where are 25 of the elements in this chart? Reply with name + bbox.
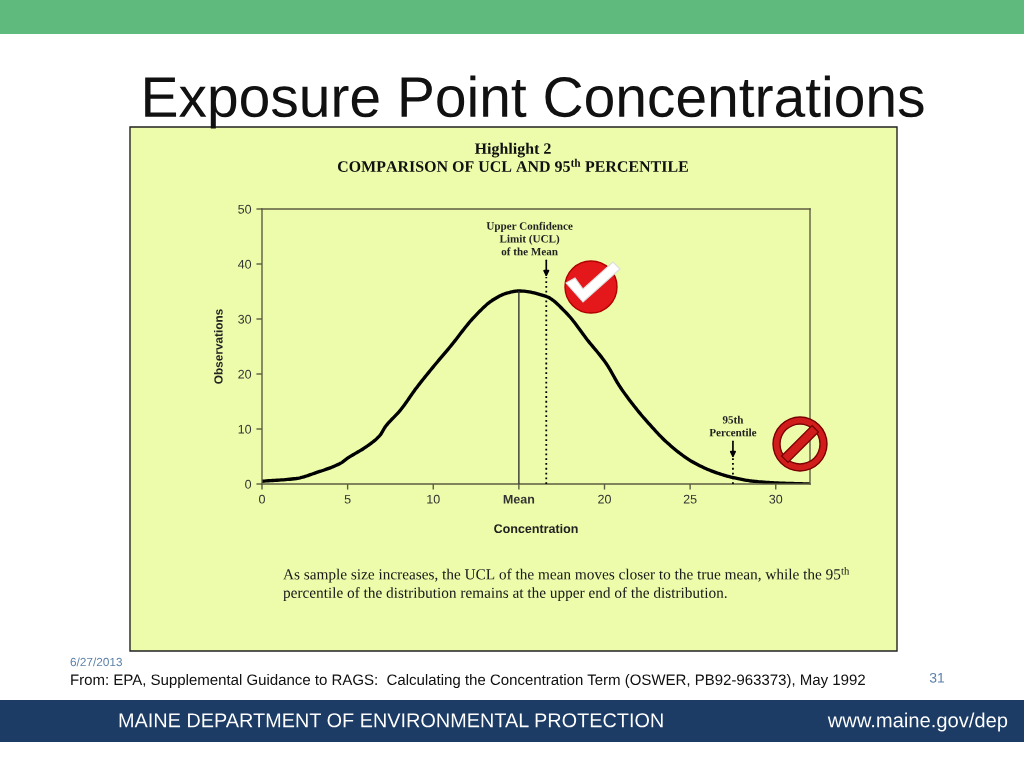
text: As sample size increases, the UCL of the mean moves closer to the true mean, while the 95$^{th}$ percentile of the distribution remains at the upper end of the distribution. [283,567,850,602]
y-axis-title: Observations [214,309,223,384]
x-tick-label: 0 [259,494,265,504]
y-tick-label: 10 [238,424,252,434]
y-tick-label: 20 [238,369,252,379]
y-tick-label: 0 [245,479,252,489]
x-axis-title: Concentration [494,523,578,534]
text: www.maine.gov/dep [827,712,1008,732]
x-tick-label: 20 [598,494,611,504]
x-tick-label: 5 [344,494,351,504]
text: From: EPA, Supplemental Guidance to RAGS: Calculating the Concentration Term (OSWER, PB92-963373), May 1992 [71,674,865,688]
y-tick-label: 30 [238,314,252,324]
y-tick-label: 50 [238,204,252,214]
chart-subtitle: Highlight 2 COMPARISON OF UCL AND 95$^{th}$ PERCENTILE [337,142,688,172]
x-tick-label: 25 [683,494,697,504]
text: 31 [929,672,945,683]
ref-line-label: Upper Confidence Limit (UCL) of the Mean [486,221,573,256]
ref-line-label: 95th Percentile [709,415,757,437]
chart-title: Exposure Point Concentrations [145,75,924,129]
text: MAINE DEPARTMENT OF ENVIRONMENTAL PROTECTION [119,713,663,728]
y-tick-label: 40 [237,259,252,269]
text: 6/27/2013 [70,657,122,667]
x-tick-label: 30 [769,494,783,504]
x-tick-label: 10 [427,494,440,504]
x-tick-label: Mean [503,494,535,504]
